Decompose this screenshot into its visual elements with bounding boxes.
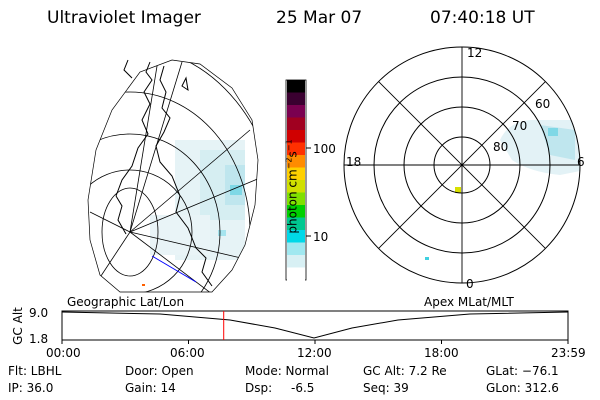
colorbar-tick-10: 10 xyxy=(313,230,329,244)
timeline-ylabel: GC Alt xyxy=(11,307,25,345)
colorbar-band xyxy=(287,255,305,268)
mlat-label-60: 60 xyxy=(535,97,551,111)
altitude-curve xyxy=(61,311,569,339)
colorbar-band xyxy=(287,142,305,156)
colorbar-band xyxy=(287,217,305,231)
mlat-label-80: 80 xyxy=(493,140,509,154)
colorbar-band xyxy=(287,92,305,106)
colorbar-band xyxy=(287,230,305,243)
colorbar-band xyxy=(287,155,305,168)
colorbar-band xyxy=(287,192,305,206)
timeline-xtick-0000: 00:00 xyxy=(46,346,81,360)
coastline xyxy=(115,59,213,287)
colorbar-band xyxy=(287,80,305,93)
colorbar-label: photon cm−2s−1 xyxy=(284,139,300,234)
polar-plot-label: Apex MLat/MLT xyxy=(424,295,514,309)
timeline-ytick-high: 9.0 xyxy=(29,306,49,320)
timeline-xtick-2359: 23:59 xyxy=(551,346,586,360)
mlt-label-0: 0 xyxy=(466,277,474,291)
colorbar xyxy=(285,79,311,281)
mlt-label-18: 18 xyxy=(346,155,362,169)
colorbar-band xyxy=(287,242,305,256)
timeline-xtick-1200: 12:00 xyxy=(297,346,332,360)
timeline-xtick-1800: 18:00 xyxy=(424,346,459,360)
timeline-ytick-low: 1.8 xyxy=(29,332,49,346)
aurora-emission-left xyxy=(150,140,245,260)
orbit-track xyxy=(151,255,197,283)
colorbar-band xyxy=(287,267,305,281)
map-boundary xyxy=(87,59,259,293)
geographic-map xyxy=(87,59,259,293)
door-status: Door: Open xyxy=(125,364,194,378)
filter-status: Flt: LBHL xyxy=(8,364,62,378)
timeline-plot xyxy=(61,310,569,344)
time-label: 07:40:18 UT xyxy=(430,8,535,28)
polar-plot xyxy=(343,46,581,284)
ip-status: IP: 36.0 xyxy=(8,381,54,395)
left-map-label: Geographic Lat/Lon xyxy=(67,295,185,309)
colorbar-tick-100: 100 xyxy=(313,142,336,156)
colorbar-band xyxy=(287,205,305,218)
glon-status: GLon: 312.6 xyxy=(486,381,559,395)
dsp-status-label: Dsp: xyxy=(245,381,273,395)
instrument-title: Ultraviolet Imager xyxy=(47,8,201,28)
gc-alt-status: GC Alt: 7.2 Re xyxy=(363,364,447,378)
dsp-status-value: -6.5 xyxy=(291,381,315,395)
glat-status: GLat: −76.1 xyxy=(486,364,559,378)
mlat-label-70: 70 xyxy=(512,119,528,133)
mlt-label-6: 6 xyxy=(577,155,585,169)
seq-status: Seq: 39 xyxy=(363,381,409,395)
colorbar-band xyxy=(287,180,305,193)
colorbar-band xyxy=(287,167,305,181)
colorbar-band xyxy=(287,117,305,131)
date-label: 25 Mar 07 xyxy=(276,8,363,28)
mlt-label-12: 12 xyxy=(467,46,483,60)
colorbar-band xyxy=(287,105,305,118)
gain-status: Gain: 14 xyxy=(125,381,176,395)
timeline-xtick-0600: 06:00 xyxy=(170,346,205,360)
mode-status: Mode: Normal xyxy=(245,364,329,378)
colorbar-band xyxy=(287,130,305,143)
